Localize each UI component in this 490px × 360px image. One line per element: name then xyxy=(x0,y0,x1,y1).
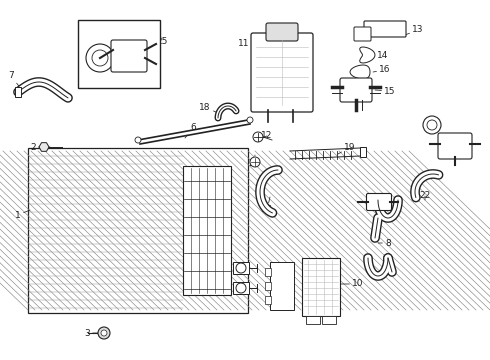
Text: 13: 13 xyxy=(405,26,424,35)
Circle shape xyxy=(236,283,246,293)
Text: 14: 14 xyxy=(372,51,389,60)
Circle shape xyxy=(135,137,141,143)
Text: 25: 25 xyxy=(148,37,168,52)
Text: 7: 7 xyxy=(8,72,22,90)
Text: 17: 17 xyxy=(261,197,273,215)
Text: 4: 4 xyxy=(217,238,228,254)
Text: 24: 24 xyxy=(424,121,436,130)
Bar xyxy=(233,282,249,294)
Text: 9: 9 xyxy=(282,283,288,297)
Text: 5: 5 xyxy=(205,238,211,257)
Text: 2: 2 xyxy=(30,143,50,152)
FancyBboxPatch shape xyxy=(266,23,298,41)
Text: 1: 1 xyxy=(15,210,30,220)
Bar xyxy=(360,147,366,157)
Bar xyxy=(183,166,231,295)
Circle shape xyxy=(247,117,253,123)
FancyBboxPatch shape xyxy=(367,194,392,211)
Bar xyxy=(270,262,294,310)
FancyBboxPatch shape xyxy=(364,21,406,37)
Text: 16: 16 xyxy=(373,66,391,75)
Polygon shape xyxy=(350,65,370,79)
Text: 12: 12 xyxy=(260,131,273,140)
Text: 15: 15 xyxy=(375,86,396,95)
Bar xyxy=(265,296,271,304)
Text: 6: 6 xyxy=(185,123,196,138)
Circle shape xyxy=(236,263,246,273)
Bar xyxy=(28,148,248,313)
FancyBboxPatch shape xyxy=(438,133,472,159)
Text: 3: 3 xyxy=(84,328,102,338)
Polygon shape xyxy=(360,47,375,63)
Text: 21: 21 xyxy=(386,202,398,211)
FancyBboxPatch shape xyxy=(251,33,313,112)
Circle shape xyxy=(92,50,108,66)
Circle shape xyxy=(253,132,263,142)
Circle shape xyxy=(98,327,110,339)
FancyBboxPatch shape xyxy=(354,27,371,41)
Bar xyxy=(306,316,320,324)
Circle shape xyxy=(423,116,441,134)
FancyBboxPatch shape xyxy=(340,78,372,102)
Bar xyxy=(29,149,183,312)
Circle shape xyxy=(427,120,437,130)
Text: 20: 20 xyxy=(248,155,260,167)
Text: 23: 23 xyxy=(447,135,459,144)
Bar xyxy=(265,282,271,290)
FancyBboxPatch shape xyxy=(111,40,147,72)
Text: 26: 26 xyxy=(94,68,112,77)
Bar xyxy=(265,268,271,276)
Bar xyxy=(322,316,336,324)
Text: 8: 8 xyxy=(378,238,391,248)
Text: 19: 19 xyxy=(338,143,356,154)
Bar xyxy=(233,262,249,274)
Text: 22: 22 xyxy=(419,192,431,201)
Circle shape xyxy=(86,44,114,72)
Circle shape xyxy=(250,157,260,167)
Bar xyxy=(302,258,340,316)
Bar xyxy=(15,87,21,97)
Bar xyxy=(78,20,160,88)
Text: 11: 11 xyxy=(238,39,258,48)
Text: 10: 10 xyxy=(330,279,364,288)
Circle shape xyxy=(101,330,107,336)
Text: 18: 18 xyxy=(199,103,218,113)
